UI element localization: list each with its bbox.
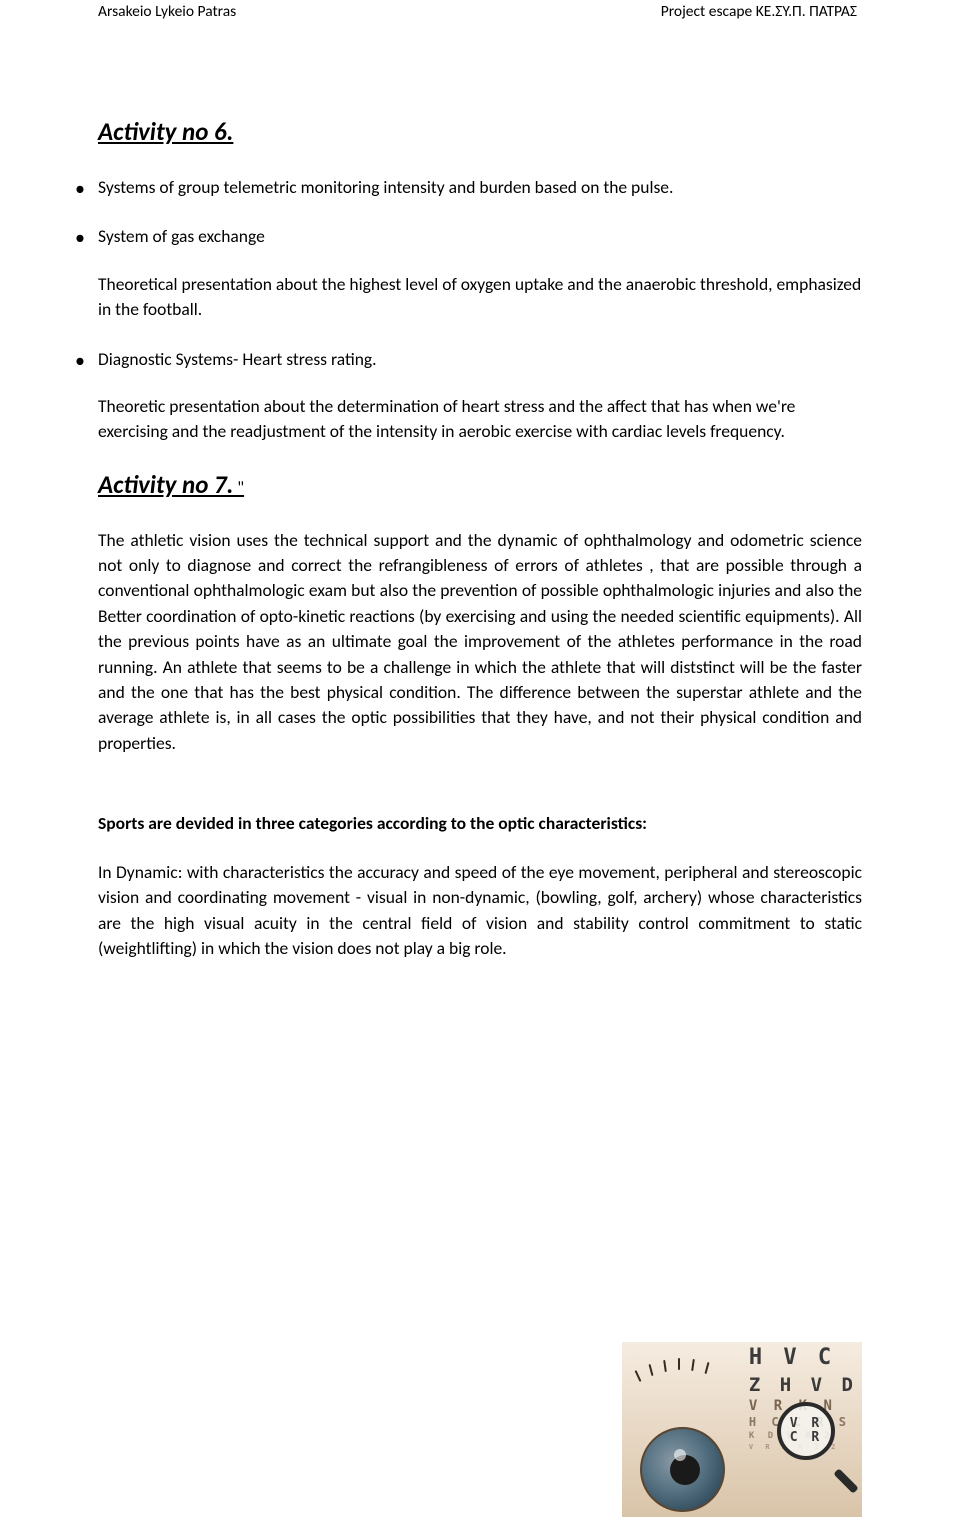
bullet-title: System of gas exchange: [98, 225, 265, 247]
magnifier-row: V R: [790, 1417, 822, 1431]
bullet-title: Systems of group telemetric monitoring i…: [98, 176, 673, 198]
eyechart-row: H V C: [749, 1344, 857, 1373]
activity-7-suffix: ": [233, 477, 244, 498]
bullet-title: Diagnostic Systems- Heart stress rating.: [98, 348, 377, 370]
magnifier-row: C R: [790, 1431, 822, 1445]
magnifier-icon: V R C R: [777, 1402, 852, 1477]
activity-7-heading: Activity no 7. ": [98, 469, 862, 500]
bullet-description: Theoretic presentation about the determi…: [98, 394, 862, 445]
eye-chart-image: H V C Z H V D V R K N H C C R S K D V R …: [622, 1342, 862, 1517]
header-right: Project escape ΚΕ.ΣΥ.Π. ΠΑΤΡΑΣ: [661, 2, 862, 21]
activity-7-paragraph: The athletic vision uses the technical s…: [98, 528, 862, 756]
list-item: System of gas exchange Theoretical prese…: [75, 224, 862, 322]
eyechart-row: Z H V D: [749, 1373, 857, 1398]
page-header: Arsakeio Lykeio Patras Project escape ΚΕ…: [98, 0, 862, 21]
list-item: Systems of group telemetric monitoring i…: [75, 175, 862, 200]
header-left: Arsakeio Lykeio Patras: [98, 2, 236, 21]
list-item: Diagnostic Systems- Heart stress rating.…: [75, 347, 862, 445]
activity-6-heading: Activity no 6.: [98, 116, 862, 147]
bullet-description: Theoretical presentation about the highe…: [98, 272, 862, 323]
categories-paragraph: In Dynamic: with characteristics the acc…: [98, 860, 862, 962]
categories-heading: Sports are devided in three categories a…: [98, 812, 862, 834]
activity-6-list: Systems of group telemetric monitoring i…: [75, 175, 862, 445]
activity-7-heading-text: Activity no 7.: [98, 469, 233, 500]
